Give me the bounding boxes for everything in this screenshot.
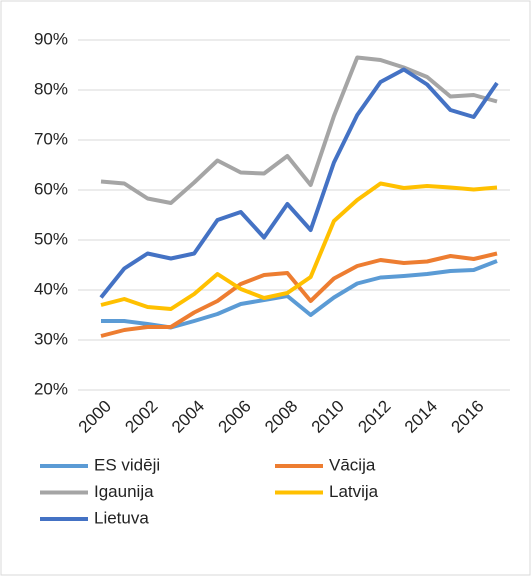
y-tick-label: 90% [34, 29, 68, 48]
y-tick-label: 20% [34, 379, 68, 398]
legend-label: Igaunija [94, 482, 154, 501]
legend-label: Latvija [329, 482, 379, 501]
legend-label: Vācija [329, 455, 376, 474]
y-tick-label: 80% [34, 79, 68, 98]
legend-label: ES vidēji [94, 455, 160, 474]
series-line [100, 55, 498, 205]
y-tick-label: 60% [34, 179, 68, 198]
series-line [99, 67, 499, 299]
y-tick-label: 40% [34, 279, 68, 298]
y-tick-label: 50% [34, 229, 68, 248]
series-line [100, 181, 498, 311]
legend-label: Lietuva [94, 508, 149, 527]
y-tick-label: 70% [34, 129, 68, 148]
y-tick-label: 30% [34, 329, 68, 348]
